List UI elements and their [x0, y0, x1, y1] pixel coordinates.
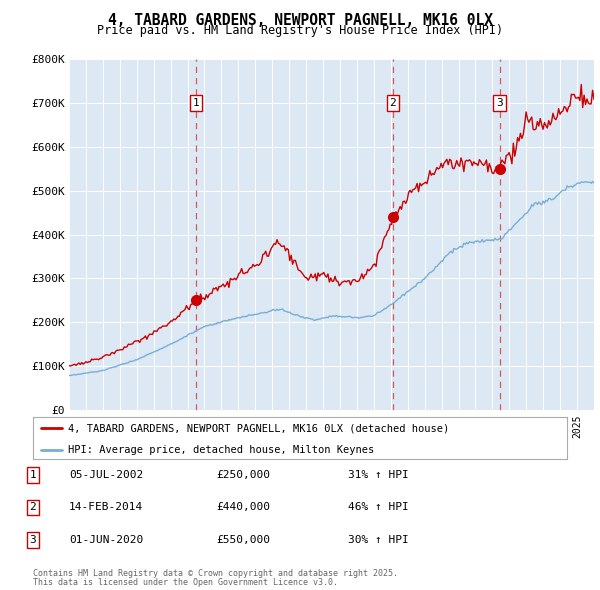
Text: £250,000: £250,000: [216, 470, 270, 480]
Text: Price paid vs. HM Land Registry's House Price Index (HPI): Price paid vs. HM Land Registry's House …: [97, 24, 503, 37]
Text: 01-JUN-2020: 01-JUN-2020: [69, 535, 143, 545]
Text: 14-FEB-2014: 14-FEB-2014: [69, 503, 143, 512]
Text: This data is licensed under the Open Government Licence v3.0.: This data is licensed under the Open Gov…: [33, 578, 338, 588]
Text: 05-JUL-2002: 05-JUL-2002: [69, 470, 143, 480]
Text: 31% ↑ HPI: 31% ↑ HPI: [348, 470, 409, 480]
Text: 4, TABARD GARDENS, NEWPORT PAGNELL, MK16 0LX: 4, TABARD GARDENS, NEWPORT PAGNELL, MK16…: [107, 13, 493, 28]
Text: 1: 1: [29, 470, 37, 480]
Text: Contains HM Land Registry data © Crown copyright and database right 2025.: Contains HM Land Registry data © Crown c…: [33, 569, 398, 578]
Text: 2: 2: [389, 98, 396, 108]
Text: 3: 3: [496, 98, 503, 108]
Text: 30% ↑ HPI: 30% ↑ HPI: [348, 535, 409, 545]
Text: 3: 3: [29, 535, 37, 545]
Text: HPI: Average price, detached house, Milton Keynes: HPI: Average price, detached house, Milt…: [68, 445, 374, 455]
Text: 2: 2: [29, 503, 37, 512]
Text: 1: 1: [193, 98, 200, 108]
Text: 4, TABARD GARDENS, NEWPORT PAGNELL, MK16 0LX (detached house): 4, TABARD GARDENS, NEWPORT PAGNELL, MK16…: [68, 423, 449, 433]
Text: £440,000: £440,000: [216, 503, 270, 512]
Text: £550,000: £550,000: [216, 535, 270, 545]
Text: 46% ↑ HPI: 46% ↑ HPI: [348, 503, 409, 512]
